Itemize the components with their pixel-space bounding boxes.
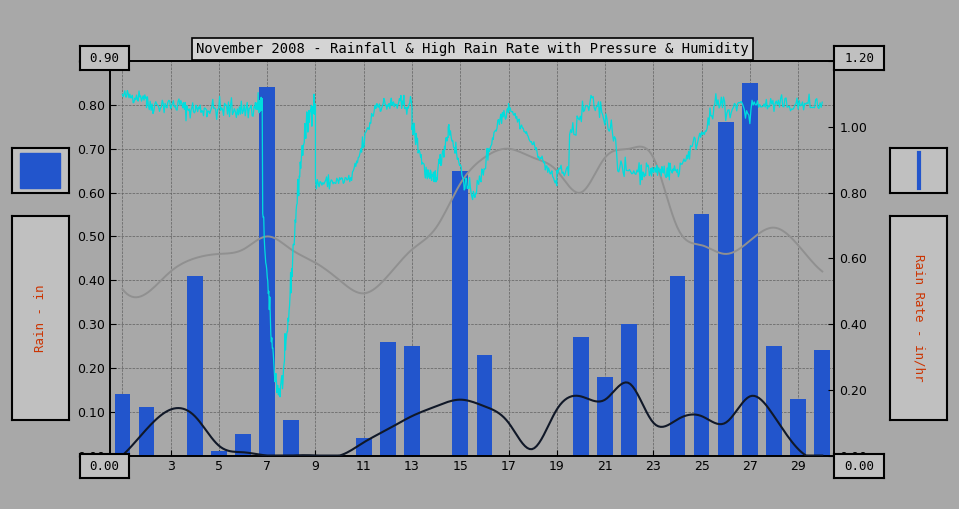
Bar (139, 407, 154, 456)
Bar (573, 337, 589, 456)
Bar (284, 420, 299, 456)
Text: 1.20: 1.20 (844, 51, 875, 65)
Bar (139, 407, 154, 456)
Bar (718, 123, 734, 456)
Bar (621, 324, 637, 456)
Text: Rain Rate - in/hr: Rain Rate - in/hr (912, 254, 925, 382)
Bar (235, 434, 251, 456)
Bar (404, 346, 420, 456)
Text: 0.00: 0.00 (89, 460, 120, 473)
Bar (669, 276, 686, 456)
Bar (790, 399, 806, 456)
Bar (597, 377, 613, 456)
Bar (453, 171, 468, 456)
Text: 0.00: 0.00 (844, 460, 875, 473)
Bar (742, 83, 758, 456)
Bar (380, 342, 396, 456)
Bar (477, 355, 492, 456)
Bar (187, 276, 202, 456)
Bar (766, 346, 782, 456)
Bar (453, 171, 468, 456)
Bar (814, 350, 830, 456)
Bar (693, 214, 710, 456)
Bar (356, 438, 371, 456)
Bar (693, 214, 710, 456)
Bar (742, 83, 758, 456)
Bar (187, 276, 202, 456)
Bar (669, 276, 686, 456)
Bar (790, 399, 806, 456)
Bar (284, 420, 299, 456)
Bar (404, 346, 420, 456)
Bar (211, 451, 226, 456)
Bar (573, 337, 589, 456)
Bar (356, 438, 371, 456)
Bar (766, 346, 782, 456)
Bar (477, 355, 492, 456)
Text: 0.90: 0.90 (89, 51, 120, 65)
Bar (114, 394, 130, 456)
Bar (20, 153, 60, 188)
Bar (814, 350, 830, 456)
Bar (380, 342, 396, 456)
Bar (114, 394, 130, 456)
Bar (259, 88, 275, 456)
Bar (259, 88, 275, 456)
Title: November 2008 - Rainfall & High Rain Rate with Pressure & Humidity: November 2008 - Rainfall & High Rain Rat… (196, 42, 749, 56)
Bar (621, 324, 637, 456)
Bar (235, 434, 251, 456)
Bar (718, 123, 734, 456)
Bar (211, 451, 226, 456)
Text: Rain - in: Rain - in (34, 285, 47, 352)
Bar (597, 377, 613, 456)
